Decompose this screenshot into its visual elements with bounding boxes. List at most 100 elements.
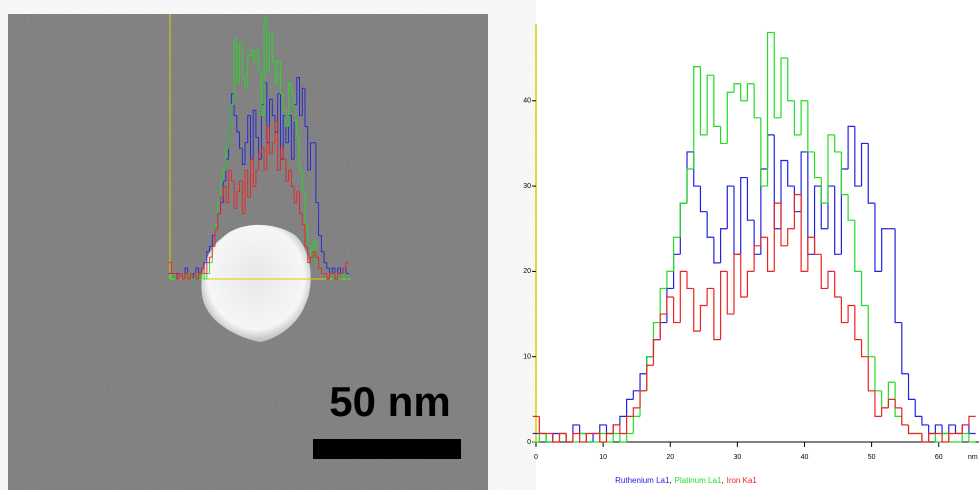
step-segment: [187, 273, 191, 280]
step-segment: [619, 433, 627, 443]
step-segment: [706, 74, 714, 135]
step-segment: [719, 228, 728, 263]
step-segment: [887, 398, 896, 408]
step-segment: [217, 213, 221, 230]
step-segment: [746, 83, 755, 101]
step-segment: [787, 58, 795, 102]
step-segment: [334, 273, 338, 280]
step-segment: [740, 83, 748, 102]
step-segment: [255, 169, 259, 187]
step-segment: [626, 398, 634, 417]
step-segment: [753, 83, 761, 119]
step-segment: [813, 237, 822, 255]
step-segment: [740, 176, 748, 255]
step-segment: [203, 268, 207, 275]
step-segment: [753, 245, 761, 272]
step-segment: [605, 424, 614, 435]
step-segment: [605, 433, 614, 443]
step-segment: [693, 151, 701, 187]
x-axis-label: nm: [968, 454, 978, 461]
step-segment: [941, 432, 949, 442]
y-tick-label: 40: [523, 98, 531, 105]
step-segment: [315, 240, 319, 264]
step-segment: [269, 33, 273, 72]
step-segment: [881, 407, 889, 417]
step-segment: [881, 228, 889, 272]
step-segment: [686, 168, 694, 204]
step-segment: [280, 61, 284, 95]
step-segment: [244, 77, 248, 89]
step-segment: [679, 270, 688, 323]
step-segment: [740, 254, 748, 298]
step-segment: [699, 66, 708, 136]
legend: Ruthenium La1, Platinum La1, Iron Ka1: [615, 476, 757, 485]
step-segment: [558, 432, 567, 442]
step-segment: [195, 273, 199, 280]
step-segment: [195, 267, 199, 274]
step-segment: [288, 82, 292, 127]
step-segment: [854, 305, 862, 341]
step-segment: [236, 39, 240, 84]
step-segment: [961, 424, 969, 434]
step-segment: [646, 364, 654, 391]
nanoparticle: [201, 224, 311, 342]
step-segment: [773, 32, 781, 119]
step-segment: [233, 180, 237, 209]
step-segment: [746, 270, 755, 297]
step-segment: [290, 115, 295, 160]
step-segment: [579, 432, 587, 442]
step-segment: [342, 267, 346, 274]
step-segment: [255, 110, 259, 138]
step-segment: [699, 304, 708, 332]
step-segment: [299, 137, 303, 171]
step-segment: [209, 245, 213, 252]
x-tick-label: 10: [599, 454, 607, 461]
y-tick-label: 20: [523, 268, 531, 275]
step-segment: [840, 296, 849, 324]
chart: 0 10 20 30 40 0 10 20 30 40 50 60 nm: [523, 24, 979, 461]
step-segment: [225, 147, 229, 171]
step-segment: [713, 75, 721, 127]
step-segment: [258, 153, 262, 171]
step-segment: [301, 213, 305, 225]
step-segment: [726, 271, 735, 315]
step-segment: [793, 100, 802, 136]
x-tick-label: 20: [666, 454, 674, 461]
step-segment: [301, 170, 305, 193]
step-segment: [585, 433, 594, 443]
step-segment: [252, 50, 256, 62]
step-segment: [266, 17, 270, 73]
step-segment: [241, 180, 245, 215]
step-segment: [760, 117, 768, 187]
step-segment: [277, 60, 281, 83]
step-segment: [672, 253, 681, 289]
step-segment: [545, 433, 553, 443]
step-segment: [699, 186, 708, 213]
sem-image: 50 nm: [8, 14, 488, 490]
step-segment: [887, 381, 896, 408]
step-segment: [228, 169, 232, 203]
step-segment: [293, 93, 297, 122]
step-segment: [277, 120, 281, 171]
step-segment: [894, 228, 902, 324]
x-tick-label: 0: [534, 454, 538, 461]
step-segment: [666, 270, 674, 289]
step-segment: [331, 273, 335, 280]
step-segment: [190, 273, 194, 279]
step-segment: [934, 433, 943, 443]
step-segment: [565, 433, 573, 443]
step-segment: [599, 424, 607, 434]
step-segment: [579, 433, 587, 443]
step-segment: [666, 296, 674, 315]
step-segment: [538, 416, 547, 435]
step-segment: [552, 432, 560, 442]
step-segment: [230, 170, 235, 182]
step-segment: [244, 142, 248, 165]
step-segment: [239, 131, 243, 149]
step-segment: [901, 407, 909, 426]
step-segment: [901, 322, 909, 375]
step-segment: [247, 115, 251, 143]
step-segment: [612, 424, 620, 434]
step-segment: [921, 433, 929, 443]
step-segment: [968, 415, 976, 425]
